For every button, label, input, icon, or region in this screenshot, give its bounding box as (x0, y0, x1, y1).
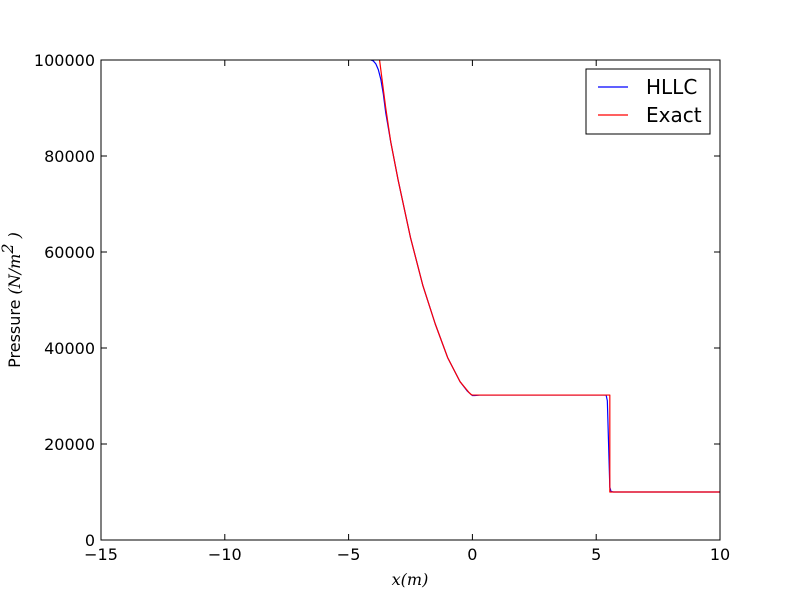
plot-frame (100, 59, 721, 541)
y-axis-label-prefix: Pressure (5, 294, 24, 367)
legend: HLLC Exact (585, 68, 711, 135)
x-tick-label: 0 (467, 545, 477, 564)
x-tick-label: −10 (208, 545, 242, 564)
legend-label-exact: Exact (646, 103, 702, 127)
x-tick-label: 10 (710, 545, 730, 564)
series-layer (370, 60, 720, 493)
x-tick-label: −15 (84, 545, 118, 564)
series-line-exact (378, 60, 720, 493)
y-tick-label: 40000 (44, 339, 95, 358)
y-axis-label-math: (N/m (5, 254, 24, 295)
legend-box (585, 68, 711, 135)
y-axis-label: Pressure (N/m2 ) (0, 232, 24, 368)
y-tick-label: 80000 (44, 147, 95, 166)
legend-label-hllc: HLLC (646, 75, 697, 99)
y-tick-label: 20000 (44, 435, 95, 454)
y-axis-label-close: ) (5, 232, 24, 243)
x-tick-label: 5 (591, 545, 601, 564)
x-axis-label: x(m) (392, 570, 429, 589)
y-tick-label: 100000 (34, 51, 95, 70)
y-tick-label: 0 (85, 531, 95, 550)
y-axis-label-sup: 2 (0, 243, 17, 254)
x-tick-label: −5 (337, 545, 361, 564)
y-tick-label: 60000 (44, 243, 95, 262)
ticks-layer: −15 −10 −5 0 5 10 0 20000 40000 60000 80000 100000 (34, 51, 730, 564)
